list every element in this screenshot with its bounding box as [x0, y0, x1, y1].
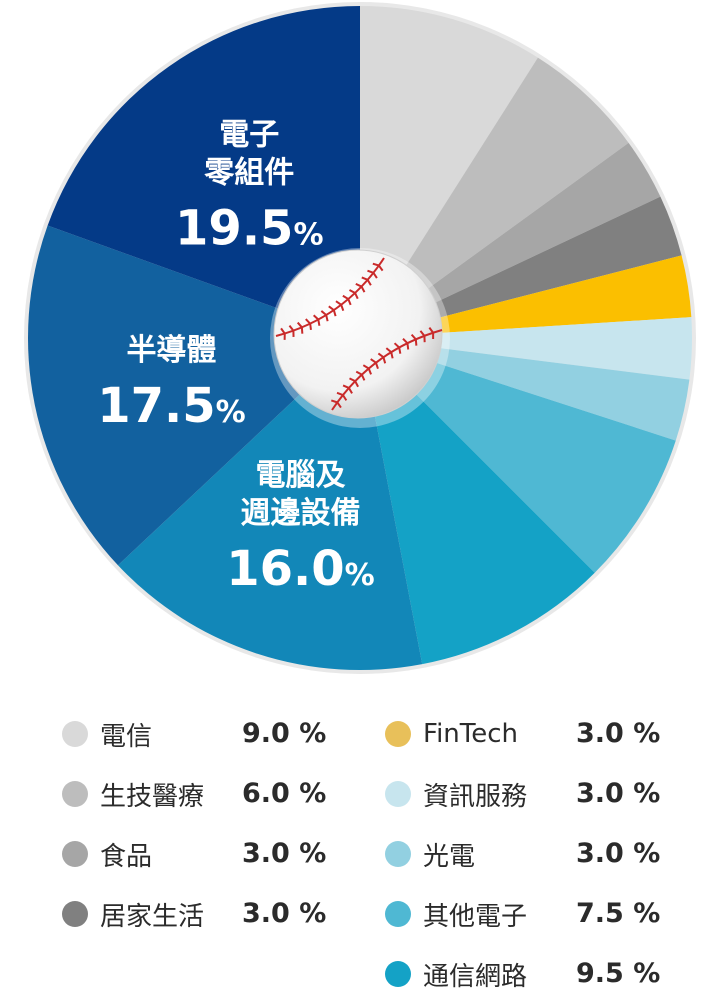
- pie-slice: [360, 6, 538, 338]
- pie-slice: [47, 6, 360, 338]
- legend-swatch: [62, 901, 88, 927]
- baseball-stitch: [428, 327, 435, 340]
- legend-swatch: [62, 721, 88, 747]
- slice-percentage: 16.0%: [226, 541, 375, 597]
- baseball-stitch: [312, 314, 321, 326]
- baseball-stitch: [320, 310, 329, 322]
- legend-item: FinTech 3.0 %: [385, 714, 686, 754]
- baseball-stitch: [288, 325, 295, 337]
- baseball-stitch: [296, 321, 304, 334]
- legend-item: 生技醫療 6.0 %: [62, 774, 352, 814]
- slice-label: 電子: [219, 117, 279, 152]
- baseball-stitch: [361, 276, 372, 286]
- baseball-stitch: [305, 318, 312, 331]
- legend-swatch: [385, 901, 411, 927]
- baseball-stitch: [410, 333, 418, 346]
- slice-label: 零組件: [204, 155, 294, 190]
- legend-label: 資訊服務: [423, 781, 528, 812]
- baseball-stitch: [336, 391, 348, 401]
- legend-value: 9.5 %: [576, 958, 661, 989]
- legend-label: FinTech: [423, 719, 518, 749]
- legend-value: 7.5 %: [576, 898, 661, 929]
- baseball-stitch: [385, 347, 394, 359]
- baseball-stitch: [377, 352, 387, 364]
- pie-slice: [360, 338, 676, 573]
- pie-slice: [117, 338, 423, 670]
- pie-slice: [360, 196, 682, 338]
- legend-swatch: [385, 961, 411, 987]
- slice-label: 電腦及: [255, 458, 345, 493]
- legend-swatch: [385, 781, 411, 807]
- legend-item: 居家生活 3.0 %: [62, 894, 352, 934]
- baseball-stitch: [362, 364, 372, 375]
- baseball-stitch: [355, 282, 366, 293]
- slice-label: 半導體: [126, 333, 216, 368]
- pie-slice: [360, 142, 661, 338]
- legend-label: 食品: [100, 841, 153, 872]
- legend-item: 其他電子 7.5 %: [385, 894, 686, 934]
- baseball-stitch: [328, 305, 337, 317]
- pie-slice: [360, 57, 629, 338]
- legend-value: 3.0 %: [576, 838, 661, 869]
- legend-label: 電信: [100, 721, 153, 752]
- baseball-stitch: [355, 370, 366, 381]
- legend-swatch: [62, 781, 88, 807]
- slice-percentage: 19.5%: [175, 200, 323, 256]
- baseball-stitch: [342, 294, 352, 306]
- baseball-stitch: [393, 342, 402, 354]
- legend-label: 通信網路: [423, 961, 528, 992]
- legend-value: 3.0 %: [242, 898, 327, 929]
- baseball-stitch: [342, 384, 353, 394]
- legend-label: 光電: [423, 841, 476, 872]
- legend-value: 9.0 %: [242, 718, 327, 749]
- legend-swatch: [62, 841, 88, 867]
- baseball-stitch: [280, 327, 286, 340]
- baseball-stitch: [330, 399, 342, 409]
- legend-value: 3.0 %: [242, 838, 327, 869]
- pie-slice: [360, 338, 690, 441]
- legend-value: 6.0 %: [242, 778, 327, 809]
- baseball-stitch: [372, 262, 384, 272]
- legend-value: 3.0 %: [576, 778, 661, 809]
- pie-slice: [360, 338, 595, 665]
- legend-label: 居家生活: [100, 901, 205, 932]
- legend-item: 資訊服務 3.0 %: [385, 774, 686, 814]
- slice-percentage: 17.5%: [97, 378, 246, 434]
- legend-label: 其他電子: [423, 901, 528, 932]
- legend-label: 生技醫療: [100, 781, 205, 812]
- legend: 電信 9.0 % 生技醫療 6.0 % 食品 3.0 % 居家生活 3.0 % FinTech…: [0, 700, 720, 1000]
- baseball-stitch: [370, 358, 379, 369]
- baseball-stitch: [402, 337, 410, 350]
- legend-swatch: [385, 721, 411, 747]
- legend-item: 通信網路 9.5 %: [385, 954, 686, 994]
- legend-swatch: [385, 841, 411, 867]
- baseball-stitch: [349, 289, 359, 300]
- baseball-stitch: [349, 377, 359, 388]
- baseball-stitch: [367, 269, 378, 279]
- legend-item: 食品 3.0 %: [62, 834, 352, 874]
- slice-label: 週邊設備: [240, 496, 360, 531]
- legend-value: 3.0 %: [576, 718, 661, 749]
- baseball-icon: [270, 248, 450, 428]
- baseball-stitch: [419, 330, 426, 343]
- pie-slice: [360, 255, 692, 338]
- legend-item: 光電 3.0 %: [385, 834, 686, 874]
- legend-item: 電信 9.0 %: [62, 714, 352, 754]
- baseball-stitch: [335, 300, 345, 312]
- pie-slice: [360, 317, 692, 380]
